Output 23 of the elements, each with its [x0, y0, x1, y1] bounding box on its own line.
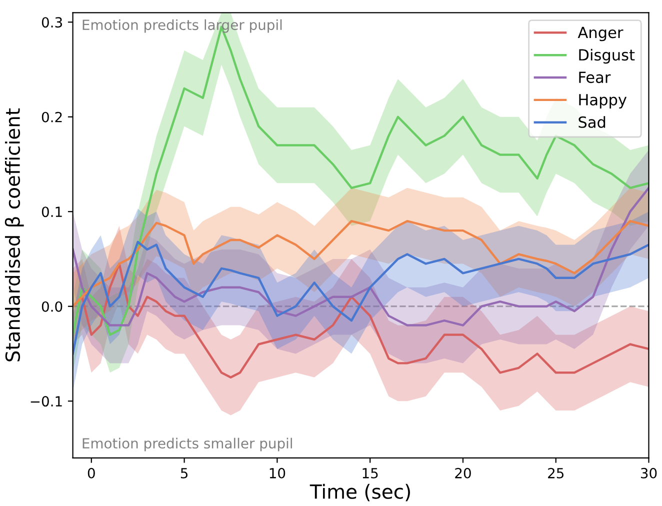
- legend-label: Anger: [578, 26, 624, 42]
- x-tick-label: 0: [88, 468, 95, 478]
- x-tick-label: 25: [548, 468, 564, 478]
- x-axis-title: Time (sec): [310, 484, 410, 502]
- y-tick-label: 0.1: [42, 206, 62, 218]
- annotation: Emotion predicts larger pupil: [82, 19, 282, 33]
- y-axis-title: Standardised β coefficient: [4, 108, 24, 362]
- x-tick-label: 30: [640, 468, 657, 478]
- y-tick-label: 0.0: [42, 301, 62, 312]
- legend-label: Disgust: [579, 48, 635, 64]
- x-tick-label: 20: [455, 468, 471, 478]
- x-tick-label: 5: [180, 468, 188, 478]
- y-tick-label: −0.1: [30, 396, 62, 407]
- annotation: Emotion predicts smaller pupil: [82, 438, 292, 452]
- legend-label: Sad: [578, 116, 606, 128]
- y-tick-label: 0.2: [42, 112, 62, 122]
- legend-label: Happy: [579, 94, 627, 108]
- y-tick-label: 0.3: [42, 17, 62, 28]
- x-tick-label: 10: [270, 468, 286, 478]
- legend-label: Fear: [579, 72, 611, 84]
- line-series: [72, 240, 649, 355]
- line-series: [72, 220, 649, 308]
- x-tick-label: 15: [362, 468, 378, 478]
